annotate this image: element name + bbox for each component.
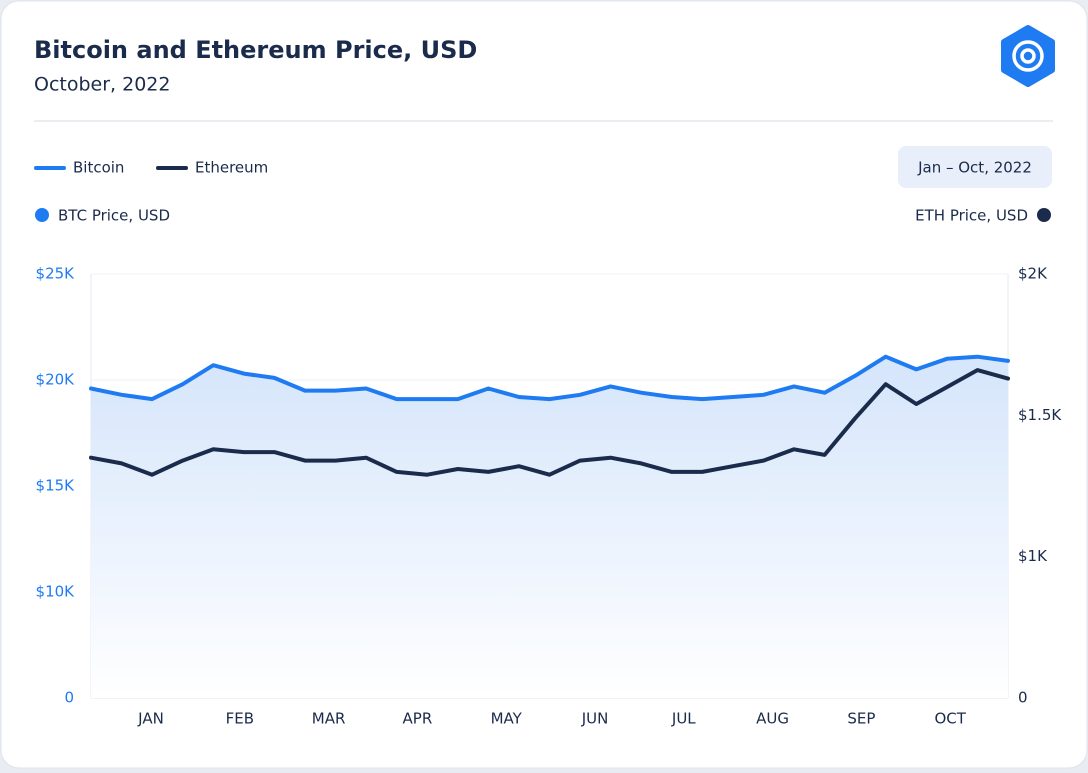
x-tick-label: JUL [671, 710, 696, 728]
x-tick-label: AUG [756, 710, 789, 728]
y-tick-label: $20K [36, 371, 76, 389]
area-fill [91, 356, 1008, 698]
date-range-label: Jan – Oct, 2022 [917, 159, 1032, 177]
x-tick-label: APR [403, 710, 433, 728]
legend-label: Ethereum [195, 159, 268, 177]
chart-subtitle: October, 2022 [34, 74, 170, 96]
y-axis-label: BTC Price, USD [58, 207, 170, 225]
logo [1001, 25, 1055, 87]
y2-tick-label: $1.5K [1018, 406, 1062, 424]
y-tick-label: $15K [36, 477, 76, 495]
y-tick-label: $10K [36, 583, 76, 601]
x-tick-label: OCT [934, 710, 966, 728]
series-line [89, 354, 1010, 402]
y-tick-label: 0 [64, 689, 74, 707]
x-tick-label: FEB [226, 710, 254, 728]
y2-tick-label: 0 [1018, 689, 1028, 707]
series-line [89, 368, 1010, 477]
y2-axis-label: ETH Price, USD [915, 207, 1028, 225]
y2-tick-label: $1K [1018, 547, 1048, 565]
legend-label: Bitcoin [73, 159, 124, 177]
x-tick-label: JAN [137, 710, 164, 728]
x-tick-label: SEP [847, 710, 875, 728]
chart-title: Bitcoin and Ethereum Price, USD [34, 36, 477, 64]
x-tick-label: MAY [491, 710, 523, 728]
x-tick-label: JUN [581, 710, 609, 728]
date-range-button[interactable] [898, 146, 1052, 188]
y-tick-label: $25K [36, 265, 76, 283]
y2-tick-label: $2K [1018, 265, 1048, 283]
y-axis-dot [35, 208, 49, 222]
y2-axis-dot [1037, 208, 1051, 222]
x-tick-label: MAR [312, 710, 346, 728]
